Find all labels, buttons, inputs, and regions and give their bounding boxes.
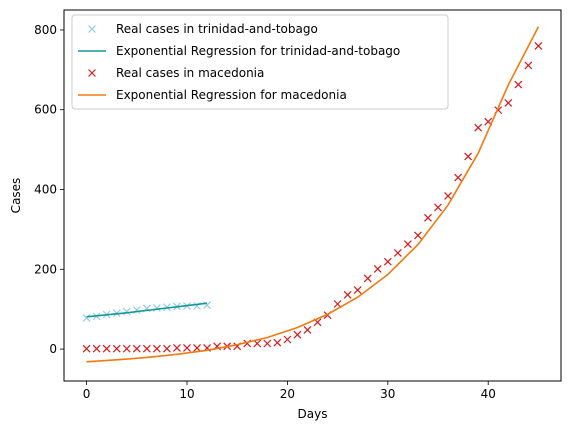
series-1 [86, 302, 208, 318]
legend-label: Exponential Regression for trinidad-and-… [116, 44, 400, 58]
series-3 [86, 26, 540, 363]
data-point [444, 191, 452, 200]
data-point [152, 304, 161, 312]
data-point [504, 99, 513, 107]
data-point [173, 343, 181, 352]
x-tick-label: 40 [481, 387, 496, 401]
legend-item: Real cases in macedonia [88, 66, 264, 80]
legend-box [71, 14, 449, 110]
data-point [464, 152, 473, 161]
data-point [152, 344, 161, 353]
data-point [434, 203, 442, 212]
data-point [112, 344, 121, 353]
y-tick-label: 200 [34, 262, 57, 276]
data-point [82, 314, 91, 322]
y-tick-label: 0 [49, 342, 57, 356]
y-tick-label: 400 [34, 183, 57, 197]
plot-frame [63, 9, 562, 382]
data-point [263, 339, 272, 348]
data-point [122, 344, 131, 353]
data-point [393, 249, 402, 257]
x-axis-label: Days [298, 407, 328, 421]
legend: Real cases in trinidad-and-tobago Exponen… [71, 14, 449, 110]
y-axis: 0 200 400 600 800 [34, 23, 64, 356]
data-point [383, 257, 392, 266]
data-point [474, 123, 483, 132]
x-tick-label: 30 [380, 387, 395, 401]
data-point [132, 344, 141, 353]
data-point [343, 290, 352, 299]
plot-area [82, 26, 543, 363]
plot-marks [82, 26, 543, 363]
legend-item: Real cases in trinidad-and-tobago [88, 22, 318, 36]
data-point [92, 344, 101, 353]
data-point [162, 344, 171, 353]
data-point [333, 300, 342, 308]
data-point [122, 307, 131, 316]
y-tick-label: 800 [34, 23, 57, 37]
data-point [142, 344, 151, 353]
series-2 [82, 41, 543, 353]
y-axis-label: Cases [9, 178, 23, 214]
data-point [353, 286, 362, 294]
x-tick-label: 10 [179, 387, 194, 401]
legend-label: Real cases in macedonia [116, 66, 264, 80]
data-point [193, 343, 201, 352]
data-point [102, 344, 111, 353]
data-point [514, 80, 523, 89]
data-point [183, 343, 191, 352]
data-point [403, 240, 412, 249]
data-point [273, 338, 282, 347]
data-point [363, 274, 372, 283]
data-point [303, 326, 312, 334]
data-point [454, 173, 463, 182]
y-tick-label: 600 [34, 103, 57, 117]
legend-item: Exponential Regression for trinidad-and-… [78, 44, 400, 58]
legend-label: Real cases in trinidad-and-tobago [116, 22, 318, 36]
data-point [293, 330, 302, 339]
series-line [86, 26, 540, 363]
data-point [413, 231, 422, 240]
data-point [373, 264, 382, 273]
x-tick-label: 0 [83, 387, 91, 401]
data-point [534, 41, 543, 50]
data-point [82, 344, 91, 353]
legend-label: Exponential Regression for macedonia [116, 88, 347, 102]
legend-marker-swatch [88, 25, 96, 33]
data-point [283, 335, 292, 344]
legend-marker-swatch [88, 69, 96, 77]
data-point [524, 61, 533, 70]
data-point [424, 213, 432, 222]
series-line [86, 302, 208, 318]
x-axis: 0 10 20 30 40 [83, 381, 496, 401]
legend-item: Exponential Regression for macedonia [78, 88, 347, 102]
x-tick-label: 20 [280, 387, 295, 401]
